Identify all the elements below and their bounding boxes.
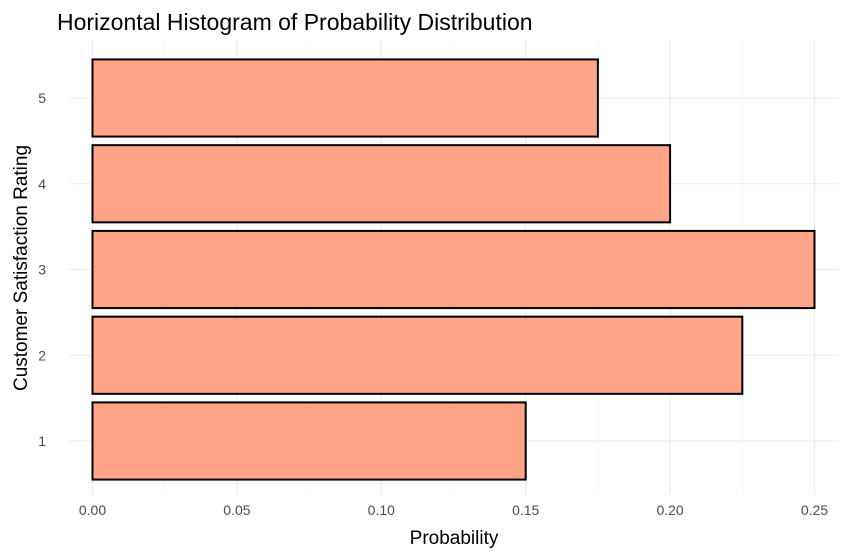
x-tick-label: 0.25 bbox=[801, 502, 828, 518]
y-tick-label: 2 bbox=[38, 347, 46, 363]
x-tick-label: 0.15 bbox=[512, 502, 539, 518]
y-axis-label: Customer Satisfaction Rating bbox=[11, 145, 32, 391]
x-tick-label: 0.20 bbox=[656, 502, 683, 518]
x-tick-label: 0.05 bbox=[223, 502, 250, 518]
bar-rating-4 bbox=[91, 144, 672, 224]
bar-rating-3 bbox=[91, 229, 816, 310]
y-tick-label: 5 bbox=[38, 90, 46, 106]
x-tick-label: 0.00 bbox=[79, 502, 106, 518]
y-tick-label: 1 bbox=[38, 433, 46, 449]
bar-rating-5 bbox=[91, 58, 599, 138]
chart-title: Horizontal Histogram of Probability Dist… bbox=[57, 9, 533, 35]
y-axis-ticks: 1 2 3 4 5 bbox=[38, 90, 46, 449]
y-tick-label: 4 bbox=[38, 176, 46, 192]
y-tick-label: 3 bbox=[38, 262, 46, 278]
bars bbox=[91, 58, 816, 481]
x-axis-ticks: 0.00 0.05 0.10 0.15 0.20 0.25 bbox=[79, 502, 828, 518]
x-axis-label: Probability bbox=[410, 528, 499, 549]
bar-rating-1 bbox=[91, 401, 527, 481]
plot-panel bbox=[69, 40, 838, 494]
x-tick-label: 0.10 bbox=[368, 502, 395, 518]
bar-rating-2 bbox=[91, 315, 744, 395]
